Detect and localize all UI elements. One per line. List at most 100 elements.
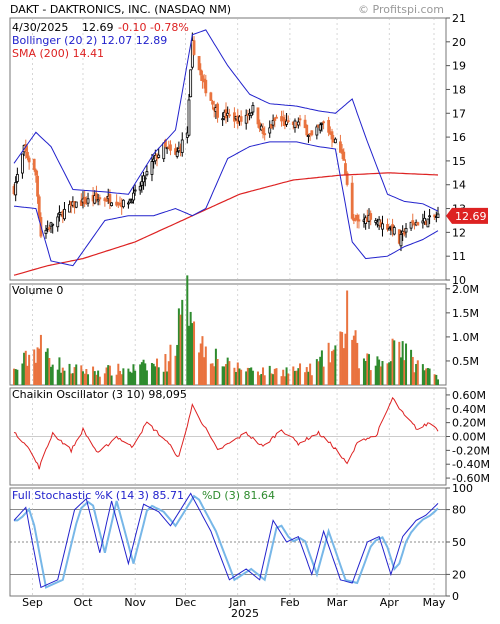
candle-body (157, 154, 161, 158)
volume-bar (132, 364, 135, 385)
volume-bar (322, 366, 325, 385)
volume-bar (283, 376, 286, 385)
volume-bar (85, 369, 88, 385)
volume-bar (23, 352, 26, 385)
volume-bar (379, 366, 382, 385)
volume-bar (399, 357, 402, 385)
x-axis-month-label: May (423, 596, 446, 609)
candle-body (305, 124, 309, 136)
volume-bar (309, 363, 312, 385)
volume-bar (58, 357, 61, 385)
stoch-y-tick-label: 80 (452, 504, 466, 517)
volume-bar (245, 371, 248, 385)
candle-body (263, 133, 267, 136)
chaikin-y-tick-label: -0.60M (452, 472, 490, 485)
volume-bar (285, 367, 288, 385)
volume-bar (354, 330, 357, 385)
chaikin-label: Chaikin Oscillator (3 10) 98,095 (12, 388, 187, 401)
volume-bar (238, 368, 241, 385)
chaikin-y-tick-label: 0.40M (452, 403, 486, 416)
volume-bar (226, 357, 229, 385)
x-axis-month-label: Dec (175, 596, 196, 609)
volume-bar (426, 368, 429, 385)
candle-body (51, 223, 55, 226)
volume-bar (295, 370, 298, 385)
volume-bar (236, 362, 239, 385)
volume-bar (166, 371, 169, 385)
volume-bar (366, 353, 369, 385)
candle-body (150, 161, 154, 175)
info-change: -0.10 -0.78% (118, 21, 189, 34)
price-y-tick-label: 10 (452, 274, 466, 287)
candle-body (402, 231, 406, 235)
bollinger-lower-band (13, 141, 439, 267)
volume-bar (341, 332, 344, 385)
volume-bar (130, 372, 133, 385)
candle-body (330, 131, 334, 140)
candle-body (433, 214, 437, 218)
candle-body (197, 56, 201, 71)
candle-body (345, 172, 349, 185)
price-y-tick-label: 18 (452, 83, 466, 96)
volume-bar (410, 349, 413, 385)
candle-body (307, 134, 310, 137)
volume-bar (139, 364, 142, 385)
candle-body (79, 200, 83, 206)
volume-bar (389, 361, 392, 385)
volume-bar (315, 359, 318, 385)
bollinger-upper-band (13, 29, 439, 212)
candle-body (333, 138, 337, 144)
volume-bar (13, 368, 15, 385)
volume-bar (329, 362, 332, 385)
volume-bar (169, 344, 172, 385)
volume-bar (332, 349, 335, 385)
volume-bar (352, 335, 355, 385)
volume-bar (435, 374, 438, 385)
candle-body (26, 151, 29, 158)
info-date: 4/30/2025 (12, 21, 68, 34)
volume-bar (362, 358, 365, 385)
volume-bar (71, 373, 74, 385)
candle-body (63, 208, 66, 220)
volume-bar (364, 360, 367, 385)
candle-body (56, 216, 60, 228)
volume-bar (93, 371, 96, 385)
volume-bar (357, 368, 360, 385)
volume-bar (26, 365, 29, 385)
price-y-tick-label: 16 (452, 131, 466, 144)
volume-bar (50, 366, 53, 385)
volume-bar (203, 357, 206, 385)
stoch-d-line (14, 494, 439, 589)
volume-bar (61, 367, 64, 385)
volume-bar (223, 366, 226, 385)
volume-bar (81, 371, 84, 385)
volume-bar (263, 375, 266, 385)
volume-bar (262, 367, 265, 385)
volume-bar (346, 290, 349, 385)
candle-body (281, 117, 285, 121)
candle-body (199, 69, 203, 76)
volume-bar (260, 374, 263, 385)
candle-body (318, 124, 322, 131)
volume-bar (320, 350, 323, 385)
volume-bar (211, 363, 214, 385)
candle-body (275, 116, 278, 119)
volume-bar (157, 367, 160, 385)
candle-body (285, 120, 288, 125)
volume-bar (14, 369, 17, 385)
volume-bar (179, 314, 182, 385)
volume-bar (209, 363, 212, 385)
candle-body (221, 118, 225, 121)
volume-bar (92, 366, 95, 385)
volume-bar (272, 374, 275, 385)
volume-bar (433, 374, 436, 385)
candle-body (96, 199, 100, 202)
volume-bar (154, 366, 157, 385)
volume-y-tick-label: 2.0M (452, 283, 479, 296)
candle-body (409, 221, 413, 229)
chaikin-y-tick-label: 0.00M (452, 431, 486, 444)
volume-bar (73, 367, 76, 385)
candle-body (340, 149, 344, 154)
candle-body (387, 228, 391, 231)
